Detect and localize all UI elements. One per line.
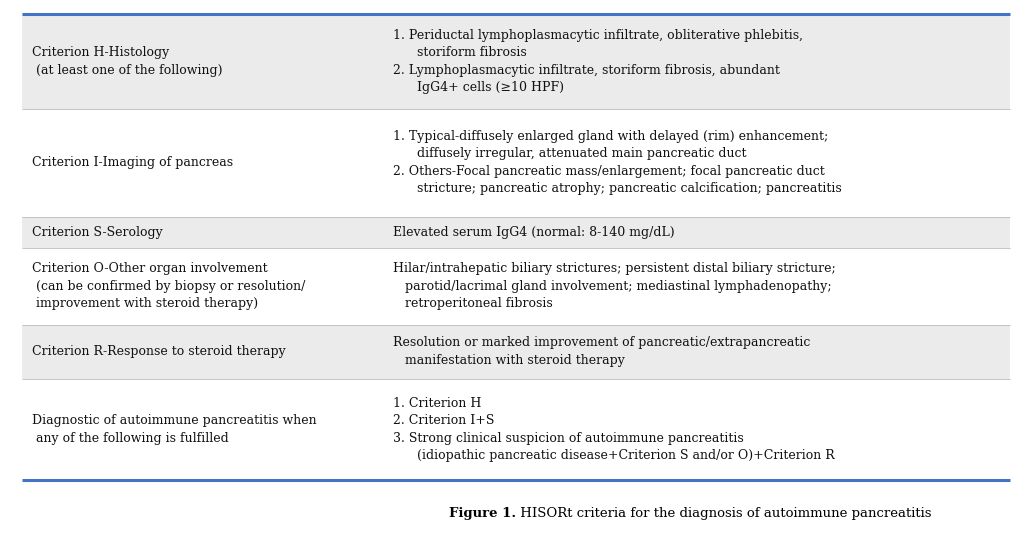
Text: Figure 1.: Figure 1. <box>449 506 516 519</box>
Bar <box>22 325 1010 379</box>
Text: 1. Periductal lymphoplasmacytic infiltrate, obliterative phlebitis,
      storif: 1. Periductal lymphoplasmacytic infiltra… <box>393 28 803 94</box>
Bar <box>22 14 1010 108</box>
Bar <box>22 108 1010 216</box>
Text: Elevated serum IgG4 (normal: 8-140 mg/dL): Elevated serum IgG4 (normal: 8-140 mg/dL… <box>393 226 675 239</box>
Text: Criterion R-Response to steroid therapy: Criterion R-Response to steroid therapy <box>32 345 286 358</box>
Text: HISORt criteria for the diagnosis of autoimmune pancreatitis: HISORt criteria for the diagnosis of aut… <box>516 506 932 519</box>
Text: 1. Criterion H
2. Criterion I+S
3. Strong clinical suspicion of autoimmune pancr: 1. Criterion H 2. Criterion I+S 3. Stron… <box>393 397 835 462</box>
Bar <box>22 379 1010 480</box>
Text: 1. Typical-diffusely enlarged gland with delayed (rim) enhancement;
      diffus: 1. Typical-diffusely enlarged gland with… <box>393 130 841 195</box>
Text: Diagnostic of autoimmune pancreatitis when
 any of the following is fulfilled: Diagnostic of autoimmune pancreatitis wh… <box>32 414 317 445</box>
Bar <box>22 248 1010 325</box>
Text: Criterion I-Imaging of pancreas: Criterion I-Imaging of pancreas <box>32 156 233 169</box>
Text: Resolution or marked improvement of pancreatic/extrapancreatic
   manifestation : Resolution or marked improvement of panc… <box>393 337 810 367</box>
Text: Criterion S-Serology: Criterion S-Serology <box>32 226 163 239</box>
Bar <box>22 216 1010 248</box>
Text: Criterion O-Other organ involvement
 (can be confirmed by biopsy or resolution/
: Criterion O-Other organ involvement (can… <box>32 263 306 310</box>
Text: Criterion H-Histology
 (at least one of the following): Criterion H-Histology (at least one of t… <box>32 46 222 77</box>
Text: Hilar/intrahepatic biliary strictures; persistent distal biliary stricture;
   p: Hilar/intrahepatic biliary strictures; p… <box>393 263 836 310</box>
